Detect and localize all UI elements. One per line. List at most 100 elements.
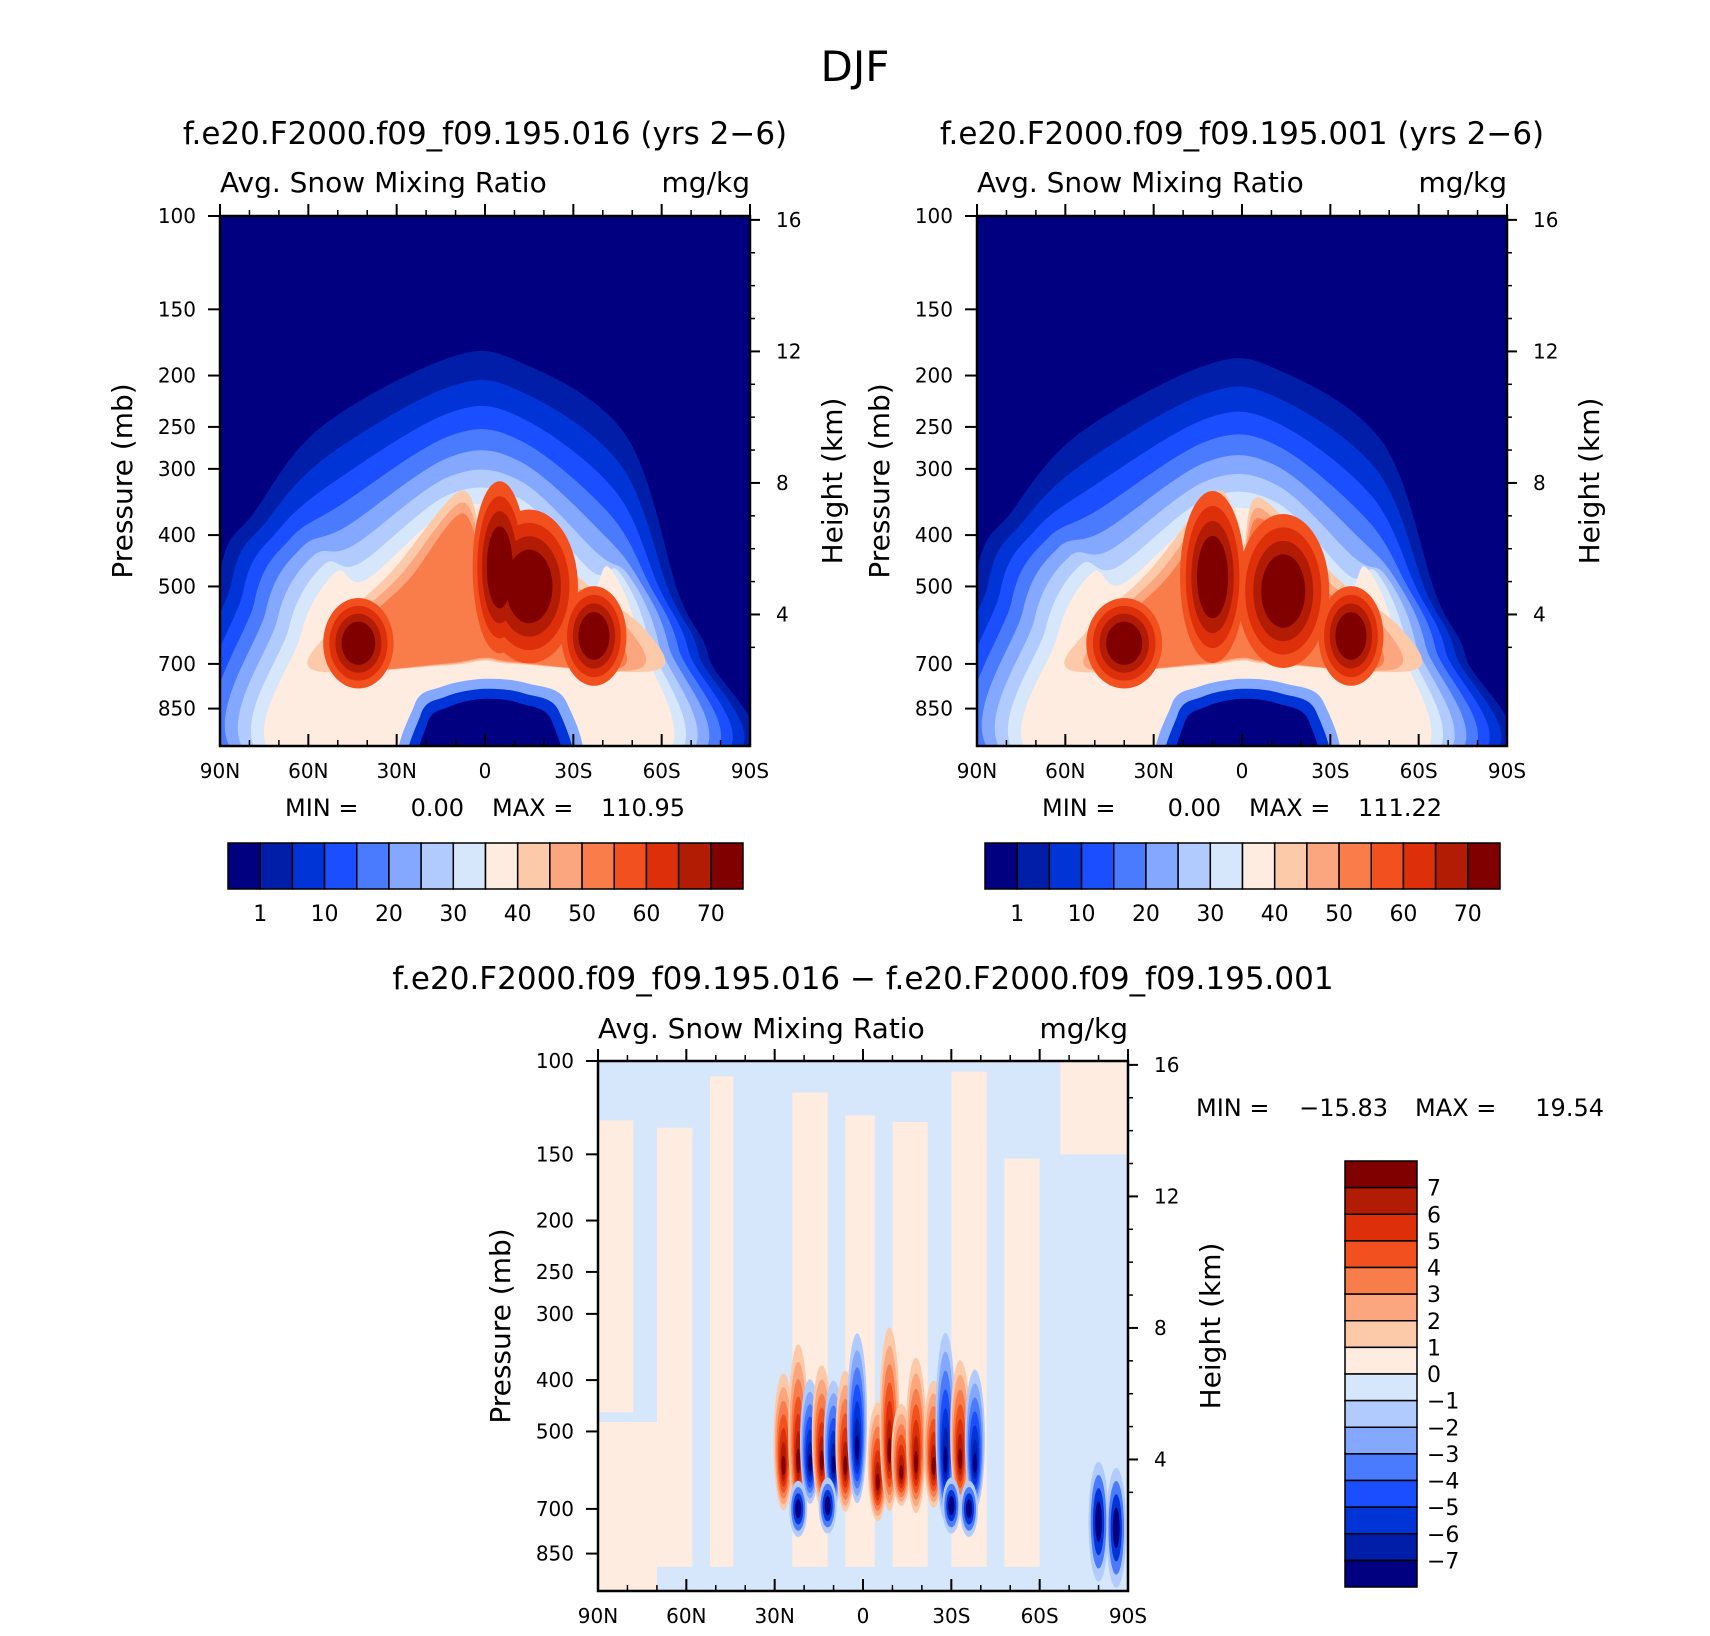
panel-b-colorbar-swatch xyxy=(1016,842,1051,890)
panel-b-variable: Avg. Snow Mixing Ratio xyxy=(977,166,1304,199)
panel-b-colorbar-swatch xyxy=(1145,842,1179,890)
panel-a-y2label: Height (km) xyxy=(816,398,849,565)
panel-c-contour-level xyxy=(972,1453,977,1474)
panel-c-p-tick-label: 150 xyxy=(536,1142,574,1166)
panel-a-colorbar-swatch xyxy=(677,842,712,890)
panel-c-colorbar-swatch xyxy=(1344,1373,1418,1402)
panel-a-colorbar-swatch xyxy=(323,842,358,890)
panel-c-colorbar-swatch xyxy=(1344,1506,1418,1535)
panel-b-plot-area xyxy=(977,216,1507,746)
panel-a-title: f.e20.F2000.f09_f09.195.016 (yrs 2−6) xyxy=(183,116,787,152)
figure-title: DJF xyxy=(821,42,890,91)
panel-c-variable: Avg. Snow Mixing Ratio xyxy=(598,1012,925,1045)
panel-a-x-tick-label: 90S xyxy=(731,759,769,783)
panel-c-x-tick-label: 90N xyxy=(578,1604,618,1628)
panel-b-colorbar-label: 30 xyxy=(1196,902,1224,927)
panel-b-x-tick-label: 60N xyxy=(1045,759,1085,783)
panel-a-x-tick-label: 60N xyxy=(288,759,328,783)
panel-b-contour-level xyxy=(1176,698,1318,746)
panel-a-p-tick-label: 700 xyxy=(158,652,196,676)
panel-a-colorbar-label: 50 xyxy=(568,902,596,927)
panel-b: f.e20.F2000.f09_f09.195.001 (yrs 2−6) Av… xyxy=(863,116,1606,927)
panel-b-colorbar-swatch xyxy=(1273,842,1308,890)
panel-c: f.e20.F2000.f09_f09.195.016 − f.e20.F200… xyxy=(392,961,1604,1628)
panel-a-p-tick-label: 500 xyxy=(158,574,196,598)
panel-c-colorbar-swatch xyxy=(1344,1533,1418,1562)
panel-a-colorbar-swatch xyxy=(388,842,422,890)
panel-b-p-tick-label: 300 xyxy=(915,457,953,481)
panel-c-min-label: MIN = xyxy=(1196,1094,1269,1122)
panel-c-h-tick-label: 4 xyxy=(1154,1447,1167,1471)
panel-a-colorbar-swatch xyxy=(484,842,519,890)
panel-c-p-tick-label: 100 xyxy=(536,1049,574,1073)
panel-c-colorbar-label: −5 xyxy=(1427,1496,1459,1521)
panel-b-x-tick-label: 90N xyxy=(957,759,997,783)
panel-a-contour-level xyxy=(419,698,561,746)
panel-a-axes: 90N 60N 30N 0 30S 60S 90S 100 150 200 250 300 400 500… xyxy=(158,204,801,783)
panel-b-ylabel: Pressure (mb) xyxy=(863,383,896,578)
panel-c-colorbar-swatch xyxy=(1344,1453,1418,1482)
panel-a-p-tick-label: 100 xyxy=(158,204,196,228)
panel-b-x-tick-label: 30S xyxy=(1311,759,1349,783)
panel-c-contour-level xyxy=(824,1496,831,1516)
panel-a-x-tick-label: 90N xyxy=(200,759,240,783)
panel-b-colorbar-label: 10 xyxy=(1068,902,1096,927)
panel-a-colorbar-swatch xyxy=(227,842,261,890)
panel-c-p-tick-label: 200 xyxy=(536,1209,574,1233)
panel-a-variable: Avg. Snow Mixing Ratio xyxy=(220,166,547,199)
panel-a-h-tick-label: 8 xyxy=(776,471,789,495)
panel-c-title: f.e20.F2000.f09_f09.195.016 − f.e20.F200… xyxy=(392,961,1333,997)
panel-a-max-label: MAX = xyxy=(492,794,573,822)
panel-b-colorbar-swatch xyxy=(1306,842,1340,890)
panel-c-contour-level xyxy=(958,1448,963,1470)
panel-a-p-tick-label: 250 xyxy=(158,415,196,439)
panel-c-x-tick-label: 0 xyxy=(857,1604,870,1628)
panel-b-x-tick-label: 30N xyxy=(1133,759,1173,783)
panel-b-h-tick-label: 16 xyxy=(1533,208,1558,232)
panel-c-contour-level xyxy=(965,1499,973,1519)
panel-a-colorbar-swatch xyxy=(710,842,744,890)
panel-b-p-tick-label: 500 xyxy=(915,574,953,598)
panel-c-contour-level xyxy=(943,1445,948,1473)
panel-c-colorbar-label: −3 xyxy=(1427,1443,1459,1468)
panel-b-colorbar-label: 70 xyxy=(1454,902,1482,927)
panel-a-max-value: 110.95 xyxy=(601,794,685,822)
panel-c-axes: 90N 60N 30N 0 30S 60S 90S 100 150 200 250 300 400 500… xyxy=(536,1049,1179,1628)
panel-b-colorbar-swatch xyxy=(1177,842,1212,890)
panel-a-colorbar-label: 30 xyxy=(439,902,467,927)
panel-a-colorbar-swatch xyxy=(549,842,583,890)
panel-b-p-tick-label: 400 xyxy=(915,523,953,547)
panel-c-colorbar-swatch xyxy=(1344,1240,1418,1269)
panel-a-min-value: 0.00 xyxy=(411,794,464,822)
panel-a-contour-level xyxy=(341,621,376,665)
panel-a-x-tick-label: 60S xyxy=(643,759,681,783)
panel-c-colorbar-label: 5 xyxy=(1427,1230,1441,1255)
panel-b-colorbar-label: 20 xyxy=(1132,902,1160,927)
panel-b-max-label: MAX = xyxy=(1249,794,1330,822)
panel-c-x-tick-label: 60N xyxy=(666,1604,706,1628)
panel-c-colorbar-swatch xyxy=(1344,1399,1418,1428)
panel-c-x-tick-label: 30N xyxy=(754,1604,794,1628)
panel-b-h-tick-label: 4 xyxy=(1533,602,1546,626)
panel-c-x-tick-label: 30S xyxy=(932,1604,970,1628)
panel-a-colorbar-label: 40 xyxy=(504,902,532,927)
panel-c-contour-level xyxy=(795,1499,802,1519)
panel-b-colorbar: 1 10 20 30 40 50 60 70 xyxy=(984,842,1501,927)
panel-c-colorbar-label: 6 xyxy=(1427,1203,1441,1228)
panel-b-p-tick-label: 850 xyxy=(915,697,953,721)
panel-c-colorbar-label: 1 xyxy=(1427,1336,1441,1361)
panel-c-contour-level xyxy=(914,1450,918,1474)
panel-a-p-tick-label: 200 xyxy=(158,364,196,388)
panel-c-contour-field xyxy=(598,1061,1128,1591)
panel-c-contour-level xyxy=(598,1120,634,1413)
panel-c-colorbar-swatch xyxy=(1344,1186,1418,1215)
panel-b-colorbar-swatch xyxy=(1048,842,1083,890)
panel-a-p-tick-label: 150 xyxy=(158,297,196,321)
panel-b-title: f.e20.F2000.f09_f09.195.001 (yrs 2−6) xyxy=(940,116,1544,152)
panel-b-colorbar-label: 50 xyxy=(1325,902,1353,927)
panel-b-contour-level xyxy=(1335,612,1367,660)
panel-c-colorbar-label: −4 xyxy=(1427,1470,1459,1495)
panel-a-colorbar-label: 10 xyxy=(311,902,339,927)
panel-c-max-value: 19.54 xyxy=(1535,1094,1604,1122)
